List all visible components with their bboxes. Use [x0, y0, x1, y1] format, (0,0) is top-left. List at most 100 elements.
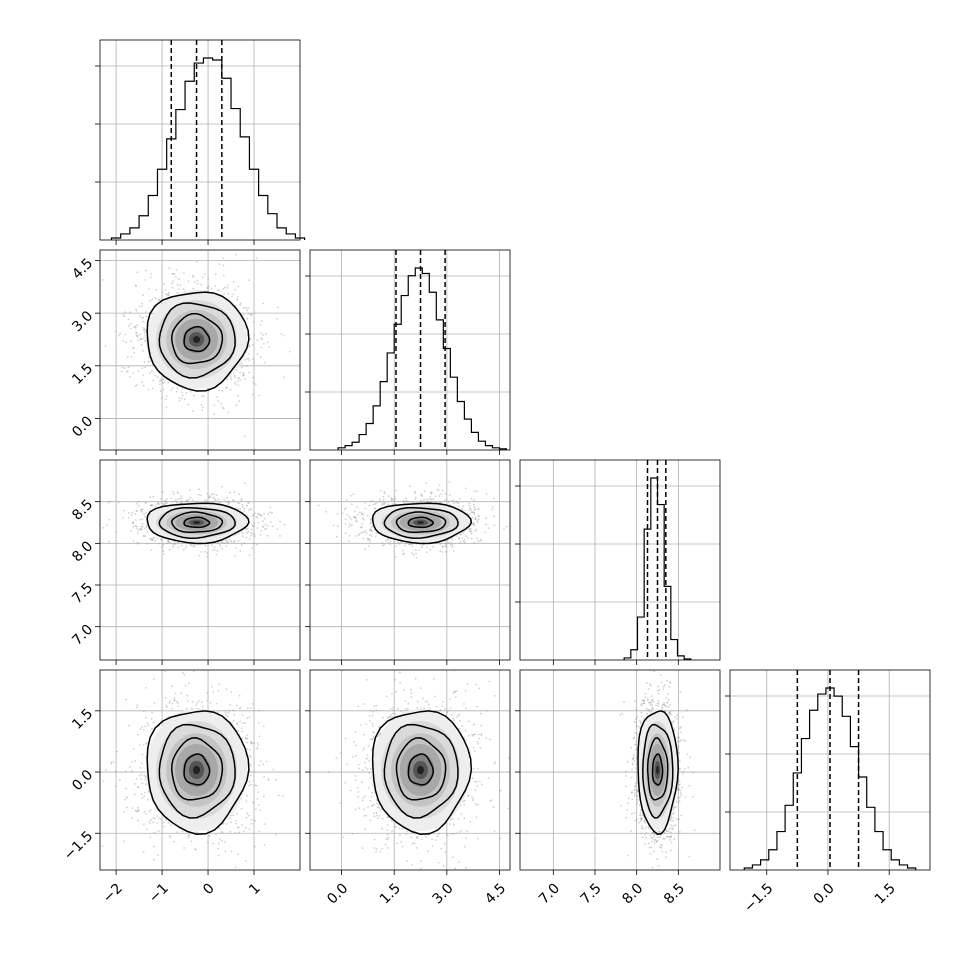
- scatter-point: [452, 499, 455, 501]
- scatter-point: [142, 327, 145, 329]
- scatter-point: [679, 789, 682, 792]
- scatter-point: [512, 526, 514, 528]
- scatter-point: [462, 540, 465, 543]
- scatter-point: [493, 830, 496, 833]
- scatter-point: [637, 790, 639, 793]
- scatter-point: [460, 829, 463, 832]
- scatter-point: [215, 833, 217, 836]
- scatter-point: [124, 698, 127, 701]
- density-shade: [193, 336, 201, 343]
- scatter-point: [140, 317, 143, 319]
- scatter-point: [242, 372, 245, 374]
- scatter-point: [641, 825, 643, 828]
- scatter-point: [678, 789, 680, 791]
- scatter-point: [454, 867, 457, 870]
- scatter-point: [187, 700, 189, 702]
- scatter-point: [463, 803, 466, 806]
- scatter-point: [136, 510, 139, 512]
- scatter-point: [141, 797, 144, 800]
- scatter-point: [640, 817, 643, 820]
- scatter-point: [628, 797, 630, 800]
- x-tick-label: 1.5: [872, 880, 899, 907]
- scatter-point: [162, 721, 165, 724]
- scatter-point: [656, 880, 658, 882]
- scatter-point: [160, 502, 163, 504]
- scatter-point: [137, 733, 140, 736]
- y-tick-label: 0.0: [69, 767, 96, 794]
- scatter-point: [661, 844, 664, 846]
- x-tick-label: 8.5: [661, 880, 688, 907]
- contour-line: [158, 506, 236, 539]
- scatter-point: [236, 853, 239, 855]
- scatter-point: [269, 506, 272, 509]
- scatter-point: [469, 531, 472, 533]
- scatter-point: [655, 840, 658, 843]
- scatter-point: [458, 538, 461, 540]
- scatter-point: [371, 738, 374, 741]
- scatter-point: [663, 684, 666, 687]
- scatter-point: [166, 501, 168, 504]
- scatter-point: [656, 689, 659, 692]
- scatter-point: [677, 802, 680, 804]
- panel-frame: [309, 669, 511, 871]
- scatter-point: [168, 548, 171, 551]
- scatter-point: [682, 739, 685, 742]
- scatter-point: [630, 776, 633, 779]
- scatter-point: [214, 285, 217, 287]
- scatter-point: [168, 267, 171, 270]
- scatter-point: [135, 706, 138, 709]
- scatter-point: [104, 345, 107, 348]
- scatter-point: [154, 817, 156, 820]
- scatter-point: [365, 814, 367, 817]
- scatter-point: [370, 749, 373, 751]
- scatter-point: [367, 538, 370, 541]
- scatter-point: [267, 341, 269, 344]
- scatter-point: [645, 832, 648, 834]
- scatter-point: [370, 525, 373, 528]
- scatter-point: [195, 831, 198, 834]
- scatter-point: [663, 703, 665, 706]
- scatter-point: [416, 836, 419, 839]
- scatter-point: [650, 684, 653, 687]
- scatter-point: [352, 756, 354, 758]
- scatter-point: [355, 744, 357, 747]
- scatter-point: [458, 497, 461, 500]
- scatter-point: [126, 806, 129, 809]
- scatter-point: [468, 734, 470, 737]
- scatter-point: [131, 511, 134, 514]
- scatter-point: [451, 500, 453, 502]
- scatter-point: [366, 514, 369, 517]
- scatter-point: [251, 547, 254, 550]
- scatter-point: [240, 499, 243, 501]
- scatter-point: [251, 532, 254, 535]
- scatter-point: [275, 833, 277, 836]
- scatter-point: [232, 709, 234, 711]
- scatter-point: [257, 513, 260, 516]
- scatter-point: [248, 279, 250, 281]
- scatter-point: [254, 819, 256, 822]
- scatter-point: [258, 709, 261, 712]
- scatter-point: [430, 491, 432, 494]
- scatter-point: [492, 806, 495, 808]
- scatter-point: [665, 851, 667, 854]
- scatter-point: [415, 552, 417, 555]
- scatter-point: [167, 382, 170, 384]
- scatter-point: [225, 545, 228, 547]
- scatter-point: [659, 836, 661, 839]
- scatter-point: [165, 704, 168, 707]
- scatter-point: [635, 726, 638, 728]
- scatter-point: [471, 511, 473, 514]
- scatter-point: [474, 530, 477, 532]
- scatter-point: [154, 297, 157, 300]
- scatter-point: [259, 513, 262, 516]
- scatter-point: [142, 535, 145, 537]
- scatter-point: [221, 547, 224, 550]
- scatter-point: [232, 293, 235, 295]
- scatter-point: [144, 776, 147, 778]
- scatter-point: [447, 500, 450, 503]
- scatter-point: [138, 774, 141, 777]
- scatter-point: [212, 501, 215, 503]
- scatter-point: [144, 335, 147, 337]
- scatter-point: [426, 700, 429, 703]
- scatter-point: [262, 302, 264, 305]
